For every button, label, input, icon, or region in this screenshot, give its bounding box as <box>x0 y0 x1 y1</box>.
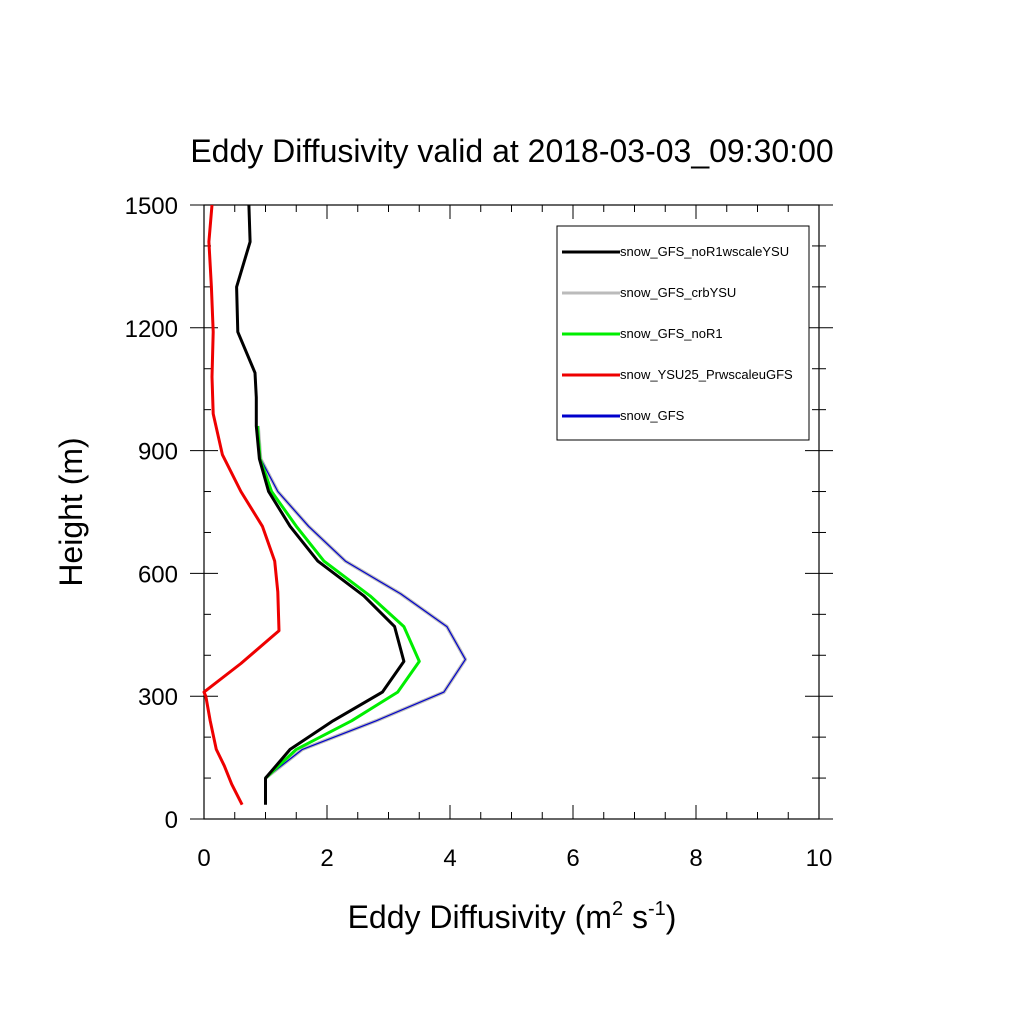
y-axis-title: Height (m) <box>53 437 89 586</box>
x-axis-title: Eddy Diffusivity (m2 s-1) <box>348 898 677 935</box>
series-line-snow_GFS <box>257 425 466 779</box>
series-line-snow_GFS_noR1wscaleYSU <box>235 204 406 805</box>
x-tick-label: 10 <box>806 845 833 872</box>
y-tick-label: 900 <box>138 439 178 466</box>
chart-title: Eddy Diffusivity valid at 2018-03-03_09:… <box>190 133 833 169</box>
series-line-snow_GFS_noR1 <box>256 425 421 780</box>
legend-label: snow_GFS <box>620 408 685 423</box>
x-axis-title-base: Eddy Diffusivity (m <box>348 899 612 935</box>
x-axis-title-sup1: 2 <box>612 898 623 920</box>
y-tick-label: 600 <box>138 561 178 588</box>
x-tick-label: 2 <box>320 845 333 872</box>
y-tick-label: 1200 <box>125 316 178 343</box>
x-tick-label: 6 <box>566 845 579 872</box>
axis-ticks <box>190 204 833 820</box>
legend-label: snow_GFS_crbYSU <box>620 285 736 300</box>
y-tick-label: 1500 <box>125 193 178 220</box>
y-tick-label: 300 <box>138 684 178 711</box>
x-tick-label: 4 <box>443 845 456 872</box>
x-axis-title-mid: s <box>623 899 648 935</box>
series-line-snow_GFS_crbYSU <box>256 425 468 780</box>
x-axis-title-end: ) <box>666 899 677 935</box>
series-lines <box>202 204 468 806</box>
axis-tick-labels: 0 2 4 6 8 10 0 300 600 900 1200 1500 <box>125 193 833 872</box>
chart-legend: snow_GFS_noR1wscaleYSU snow_GFS_crbYSUsno… <box>556 225 810 441</box>
y-tick-label: 0 <box>165 807 178 834</box>
legend-label: snow_GFS_noR1wscaleYSU <box>620 244 789 259</box>
x-tick-label: 0 <box>197 845 210 872</box>
x-tick-label: 8 <box>689 845 702 872</box>
series-line-snow_YSU25_PrwscaleuGFS <box>202 204 281 806</box>
legend-label: snow_YSU25_PrwscaleuGFS <box>620 367 793 382</box>
legend-label: snow_GFS_noR1 <box>620 326 723 341</box>
x-axis-title-sup2: -1 <box>648 898 666 920</box>
